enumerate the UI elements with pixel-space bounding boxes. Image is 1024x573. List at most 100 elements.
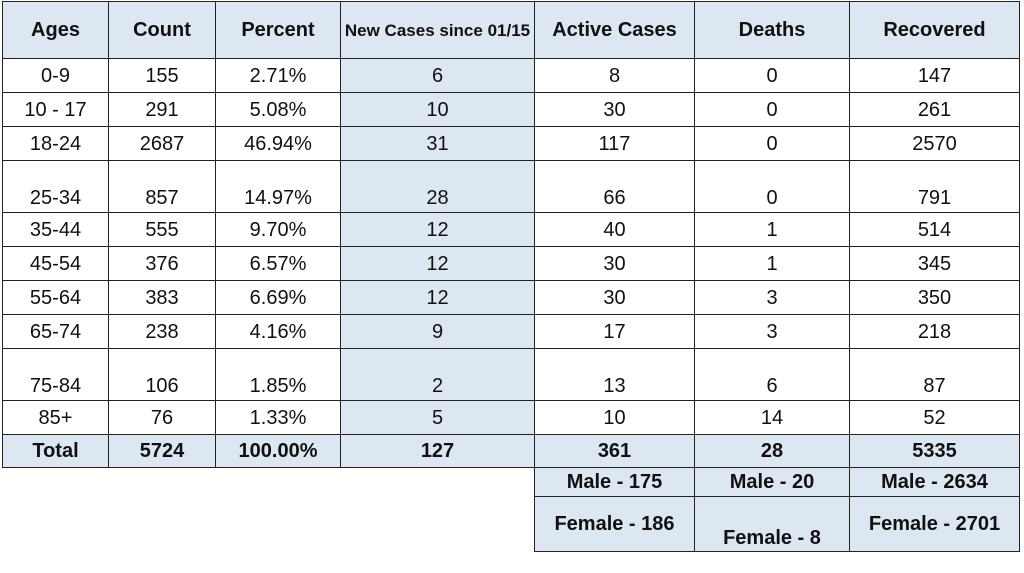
cell-new-cases: 9 bbox=[340, 314, 535, 349]
cell-ages: 45-54 bbox=[2, 246, 109, 281]
header-deaths: Deaths bbox=[694, 1, 850, 59]
cell-deaths: 0 bbox=[694, 58, 850, 93]
cell-percent: 2.71% bbox=[215, 58, 341, 93]
active-female: Female - 186 bbox=[534, 496, 695, 552]
cell-new-cases: 6 bbox=[340, 58, 535, 93]
total-deaths: 28 bbox=[694, 434, 850, 468]
cell-new-cases: 12 bbox=[340, 212, 535, 247]
cell-deaths: 0 bbox=[694, 92, 850, 127]
table-row: 25-34 857 14.97% 28 66 0 791 bbox=[2, 160, 1020, 213]
cell-recovered: 87 bbox=[849, 348, 1020, 401]
cell-ages: 18-24 bbox=[2, 126, 109, 161]
cell-recovered: 345 bbox=[849, 246, 1020, 281]
active-male: Male - 175 bbox=[534, 467, 695, 497]
cell-ages: 65-74 bbox=[2, 314, 109, 349]
header-row: Ages Count Percent New Cases since 01/15… bbox=[2, 1, 1020, 59]
cell-ages: 10 - 17 bbox=[2, 92, 109, 127]
cell-count: 291 bbox=[108, 92, 216, 127]
table-row: 55-64 383 6.69% 12 30 3 350 bbox=[2, 280, 1020, 315]
table-row: 35-44 555 9.70% 12 40 1 514 bbox=[2, 212, 1020, 247]
cell-new-cases: 28 bbox=[340, 160, 535, 213]
cell-recovered: 147 bbox=[849, 58, 1020, 93]
cell-deaths: 6 bbox=[694, 348, 850, 401]
cell-deaths: 1 bbox=[694, 246, 850, 281]
cell-count: 376 bbox=[108, 246, 216, 281]
cell-active: 17 bbox=[534, 314, 695, 349]
cell-deaths: 14 bbox=[694, 400, 850, 435]
total-percent: 100.00% bbox=[215, 434, 341, 468]
deaths-female: Female - 8 bbox=[694, 496, 850, 552]
table-row: 85+ 76 1.33% 5 10 14 52 bbox=[2, 400, 1020, 435]
cell-recovered: 350 bbox=[849, 280, 1020, 315]
cell-recovered: 791 bbox=[849, 160, 1020, 213]
cell-new-cases: 2 bbox=[340, 348, 535, 401]
cell-active: 30 bbox=[534, 92, 695, 127]
cell-count: 155 bbox=[108, 58, 216, 93]
deaths-male: Male - 20 bbox=[694, 467, 850, 497]
cell-active: 40 bbox=[534, 212, 695, 247]
cell-active: 13 bbox=[534, 348, 695, 401]
header-new-cases: New Cases since 01/15 bbox=[340, 1, 535, 59]
header-recovered: Recovered bbox=[849, 1, 1020, 59]
cell-new-cases: 10 bbox=[340, 92, 535, 127]
cell-ages: 85+ bbox=[2, 400, 109, 435]
total-count: 5724 bbox=[108, 434, 216, 468]
cell-percent: 6.57% bbox=[215, 246, 341, 281]
cell-percent: 1.85% bbox=[215, 348, 341, 401]
table-row: 18-24 2687 46.94% 31 117 0 2570 bbox=[2, 126, 1020, 161]
header-active-cases: Active Cases bbox=[534, 1, 695, 59]
cell-count: 555 bbox=[108, 212, 216, 247]
header-ages: Ages bbox=[2, 1, 109, 59]
cell-percent: 14.97% bbox=[215, 160, 341, 213]
cell-active: 8 bbox=[534, 58, 695, 93]
cell-recovered: 2570 bbox=[849, 126, 1020, 161]
cell-active: 30 bbox=[534, 246, 695, 281]
total-active: 361 bbox=[534, 434, 695, 468]
cell-count: 238 bbox=[108, 314, 216, 349]
gender-female-row: Female - 186 Female - 8 Female - 2701 bbox=[3, 496, 1020, 552]
cell-ages: 0-9 bbox=[2, 58, 109, 93]
cell-count: 106 bbox=[108, 348, 216, 401]
cell-active: 30 bbox=[534, 280, 695, 315]
cell-count: 2687 bbox=[108, 126, 216, 161]
header-count: Count bbox=[108, 1, 216, 59]
total-new-cases: 127 bbox=[340, 434, 535, 468]
table-row: 10 - 17 291 5.08% 10 30 0 261 bbox=[2, 92, 1020, 127]
cell-active: 66 bbox=[534, 160, 695, 213]
cell-ages: 55-64 bbox=[2, 280, 109, 315]
recovered-female: Female - 2701 bbox=[849, 496, 1020, 552]
cell-active: 10 bbox=[534, 400, 695, 435]
blank-cell bbox=[3, 468, 535, 497]
cell-ages: 25-34 bbox=[2, 160, 109, 213]
cell-ages: 35-44 bbox=[2, 212, 109, 247]
cell-percent: 46.94% bbox=[215, 126, 341, 161]
cell-new-cases: 5 bbox=[340, 400, 535, 435]
cell-percent: 4.16% bbox=[215, 314, 341, 349]
cell-percent: 5.08% bbox=[215, 92, 341, 127]
cell-recovered: 218 bbox=[849, 314, 1020, 349]
cell-percent: 6.69% bbox=[215, 280, 341, 315]
cell-percent: 1.33% bbox=[215, 400, 341, 435]
cell-deaths: 0 bbox=[694, 126, 850, 161]
covid-age-table: Ages Count Percent New Cases since 01/15… bbox=[2, 1, 1020, 552]
cell-ages: 75-84 bbox=[2, 348, 109, 401]
cell-deaths: 3 bbox=[694, 280, 850, 315]
cell-new-cases: 31 bbox=[340, 126, 535, 161]
cell-count: 76 bbox=[108, 400, 216, 435]
cell-count: 383 bbox=[108, 280, 216, 315]
total-row: Total 5724 100.00% 127 361 28 5335 bbox=[2, 434, 1020, 468]
table-row: 0-9 155 2.71% 6 8 0 147 bbox=[2, 58, 1020, 93]
recovered-male: Male - 2634 bbox=[849, 467, 1020, 497]
table-row: 45-54 376 6.57% 12 30 1 345 bbox=[2, 246, 1020, 281]
cell-recovered: 261 bbox=[849, 92, 1020, 127]
cell-recovered: 514 bbox=[849, 212, 1020, 247]
cell-count: 857 bbox=[108, 160, 216, 213]
header-percent: Percent bbox=[215, 1, 341, 59]
cell-recovered: 52 bbox=[849, 400, 1020, 435]
gender-male-row: Male - 175 Male - 20 Male - 2634 bbox=[3, 467, 1020, 497]
table-row: 75-84 106 1.85% 2 13 6 87 bbox=[2, 348, 1020, 401]
total-recovered: 5335 bbox=[849, 434, 1020, 468]
blank-cell bbox=[3, 497, 535, 552]
cell-deaths: 1 bbox=[694, 212, 850, 247]
total-label: Total bbox=[2, 434, 109, 468]
